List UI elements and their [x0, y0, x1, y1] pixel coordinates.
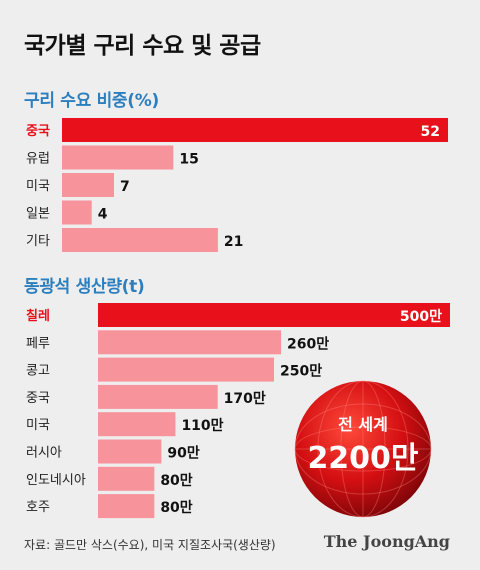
category-label: 칠레 [26, 308, 50, 324]
data-label: 7 [120, 179, 130, 195]
globe-icon [295, 381, 431, 517]
production-section-title: 동광석 생산량(t) [24, 277, 145, 297]
demand-section-title: 구리 수요 비중(%) [24, 91, 159, 111]
bar [98, 412, 176, 437]
bar [98, 439, 162, 464]
globe-grid [294, 380, 432, 518]
category-label: 일본 [26, 207, 50, 222]
bar [62, 200, 92, 225]
chart-title: 국가별 구리 수요 및 공급 [24, 33, 261, 59]
bar [98, 466, 155, 491]
bar [98, 330, 282, 355]
data-label: 80만 [160, 500, 192, 516]
data-label: 90만 [167, 446, 199, 462]
world-total-label: 전 세계 [338, 415, 388, 434]
category-label: 러시아 [26, 446, 62, 461]
category-label: 중국 [26, 124, 50, 139]
bar [62, 173, 114, 197]
category-label: 콩고 [26, 364, 50, 379]
bar [62, 118, 448, 142]
data-label: 500만 [400, 309, 442, 325]
publisher-logo: The JoongAng [323, 532, 450, 551]
world-total-callout: 전 세계 2200만 [294, 380, 432, 518]
category-label: 페루 [26, 336, 50, 351]
bar [62, 145, 174, 170]
bar [62, 228, 218, 252]
data-label: 110만 [181, 418, 223, 434]
source-note: 자료: 골드만 삭스(수요), 미국 지질조사국(생산량) [24, 538, 276, 552]
data-label: 15 [179, 152, 198, 168]
data-label: 21 [224, 234, 243, 250]
category-label: 미국 [26, 179, 50, 194]
category-label: 호주 [26, 500, 50, 515]
category-label: 기타 [26, 234, 50, 249]
category-label: 인도네시아 [26, 473, 86, 488]
data-label: 250만 [280, 364, 322, 380]
data-label: 80만 [160, 473, 192, 489]
bar [98, 357, 274, 382]
bar [98, 494, 155, 519]
data-label: 170만 [224, 391, 266, 407]
world-total-value: 2200만 [307, 441, 418, 476]
bar [98, 384, 218, 409]
data-label: 52 [421, 124, 440, 140]
data-label: 4 [98, 207, 108, 223]
data-label: 260만 [287, 336, 329, 352]
category-label: 중국 [26, 391, 50, 406]
category-label: 유럽 [26, 152, 50, 167]
demand-chart: 중국 52 유럽 15 미국 7 일본 4 기타 21 [26, 118, 448, 252]
bar [98, 303, 450, 327]
category-label: 미국 [26, 418, 50, 433]
